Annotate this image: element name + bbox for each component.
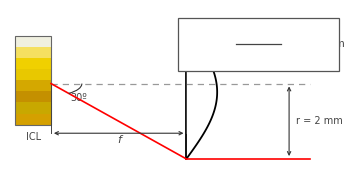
Bar — [15, 69, 51, 80]
Bar — [15, 114, 51, 125]
Text: 2 mm: 2 mm — [244, 30, 272, 40]
Text: f =: f = — [205, 39, 224, 49]
Bar — [15, 91, 51, 102]
Text: f: f — [117, 135, 121, 145]
FancyBboxPatch shape — [178, 18, 339, 71]
Text: tan 30º: tan 30º — [240, 49, 276, 59]
Bar — [15, 47, 51, 58]
Text: r = 2 mm: r = 2 mm — [296, 116, 343, 126]
Bar — [15, 80, 51, 91]
Bar — [15, 58, 51, 69]
Text: 30º: 30º — [70, 93, 87, 103]
Bar — [15, 36, 51, 47]
Bar — [15, 36, 51, 125]
Text: ICL: ICL — [25, 132, 41, 141]
Bar — [15, 102, 51, 114]
Text: = 3.46 mm: = 3.46 mm — [286, 39, 345, 49]
